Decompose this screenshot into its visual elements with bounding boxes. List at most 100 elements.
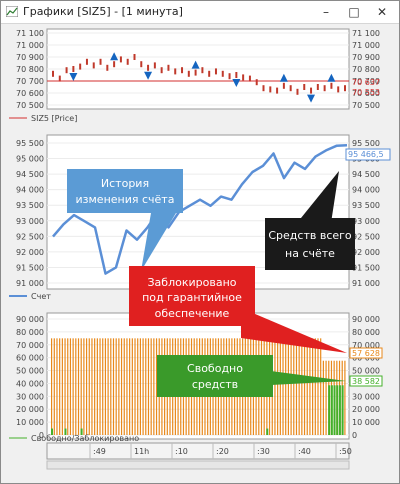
time-axis[interactable]	[46, 442, 350, 460]
blocked-bar	[107, 338, 109, 435]
blocked-bar	[75, 338, 77, 435]
blocked-bar	[69, 338, 72, 435]
blocked-bar	[322, 360, 324, 435]
blocked-bar	[94, 338, 96, 435]
price-legend: SIZ5 [Price]	[31, 114, 77, 123]
y-tick-label: 93 500	[352, 201, 380, 210]
total-callout	[265, 218, 355, 270]
time-label: :20	[216, 447, 229, 456]
title-bar[interactable]: Графики [SIZ5] - [1 минута] – □ ✕	[1, 1, 399, 24]
fractal-marker-icon	[191, 60, 200, 69]
margin-legend: Свободно/Заблокировано	[31, 434, 139, 443]
account-series-line	[52, 144, 348, 275]
y-tick-label: 94 500	[352, 170, 380, 179]
maximize-button[interactable]: □	[348, 5, 360, 19]
free-bar	[341, 385, 344, 435]
blocked-bar	[110, 338, 112, 435]
price-second-label: 70 553	[352, 88, 380, 97]
free-bar	[336, 385, 339, 435]
fractal-marker-icon	[232, 79, 241, 87]
blocked-bar	[115, 338, 117, 435]
blocked-bar	[277, 338, 279, 435]
y-tick-label: 50 000	[352, 367, 380, 376]
blocked-bar	[67, 338, 69, 435]
blocked-bar	[325, 360, 327, 435]
blocked-bar	[303, 338, 306, 435]
blocked-bar	[59, 338, 61, 435]
total-callout-line2: на счёте	[285, 247, 335, 260]
y-tick-label: 94 500	[16, 170, 44, 179]
free-bar	[333, 385, 336, 435]
blocked-bar	[129, 338, 131, 435]
blocked-bar	[320, 338, 322, 435]
y-tick-label: 91 500	[352, 263, 380, 272]
blocked-bar	[137, 338, 139, 435]
blocked-bar	[80, 338, 82, 435]
margin-axis-left: 90 000 80 000 70 000 60 000 50 000 40 000 30 0…	[16, 315, 44, 440]
time-label: :10	[175, 447, 188, 456]
y-tick-label: 70 900	[352, 53, 380, 62]
y-tick-label: 94 000	[16, 186, 44, 195]
y-tick-label: 95 500	[352, 139, 380, 148]
y-tick-label: 91 000	[352, 279, 380, 288]
free-callout-line1: Свободно	[187, 362, 243, 375]
y-tick-label: 70 000	[352, 341, 380, 350]
blocked-bar	[88, 338, 90, 435]
price-last-label: 70 637	[352, 78, 380, 87]
free-last-label: 38 582	[352, 377, 380, 386]
y-tick-label: 94 000	[352, 186, 380, 195]
price-axis-left: 71 100 71 000 70 900 70 800 70 700 70 600 70 5…	[16, 29, 44, 110]
free-last-box	[349, 375, 383, 387]
y-tick-label: 91 000	[16, 279, 44, 288]
y-tick-label: 70 700	[352, 77, 380, 86]
blocked-callout-pointer	[241, 308, 347, 353]
blocked-callout-line2: под гарантийное	[142, 291, 242, 304]
blocked-last-label: 57 628	[352, 349, 380, 358]
blocked-bar	[64, 338, 66, 435]
blocked-bar	[118, 338, 120, 435]
blocked-bar	[285, 338, 287, 435]
y-tick-label: 92 500	[352, 232, 380, 241]
free-callout-pointer	[271, 371, 346, 385]
y-tick-label: 10 000	[352, 418, 380, 427]
close-button[interactable]: ✕	[376, 5, 388, 19]
blocked-bar	[142, 338, 144, 435]
blocked-bar	[301, 338, 303, 435]
blocked-bar	[293, 338, 295, 435]
time-scrollbar[interactable]	[46, 460, 350, 470]
y-tick-label: 10 000	[16, 418, 44, 427]
account-legend: Счет	[31, 292, 51, 301]
y-tick-label: 93 000	[352, 217, 380, 226]
blocked-bar	[56, 338, 58, 435]
time-label: :40	[298, 447, 311, 456]
account-axis-left: 95 500 95 000 94 500 94 000 93 500 93 000 92 5…	[16, 139, 44, 288]
account-last-box	[345, 148, 391, 161]
blocked-bar	[72, 338, 74, 435]
y-tick-label: 70 600	[352, 89, 380, 98]
account-last-label: 95 466,5	[348, 150, 384, 159]
blocked-bar	[120, 338, 123, 435]
y-tick-label: 20 000	[352, 405, 380, 414]
free-callout-line2: средств	[192, 378, 238, 391]
blocked-bar	[312, 338, 314, 435]
y-tick-label: 30 000	[16, 392, 44, 401]
y-tick-label: 20 000	[16, 405, 44, 414]
minimize-button[interactable]: –	[323, 5, 329, 19]
y-tick-label: 92 000	[352, 248, 380, 257]
blocked-bar	[282, 338, 284, 435]
blocked-bar	[150, 338, 152, 435]
blocked-bar	[104, 338, 107, 435]
y-tick-label: 70 800	[16, 65, 44, 74]
y-tick-label: 0	[39, 431, 44, 440]
free-callout	[157, 355, 273, 397]
free-bar	[266, 428, 269, 435]
blocked-bar	[61, 338, 63, 435]
blocked-bar	[96, 338, 98, 435]
blocked-bar	[53, 338, 55, 435]
fractal-marker-icon	[279, 73, 288, 82]
blocked-bar	[123, 338, 125, 435]
time-label: :50	[339, 447, 352, 456]
